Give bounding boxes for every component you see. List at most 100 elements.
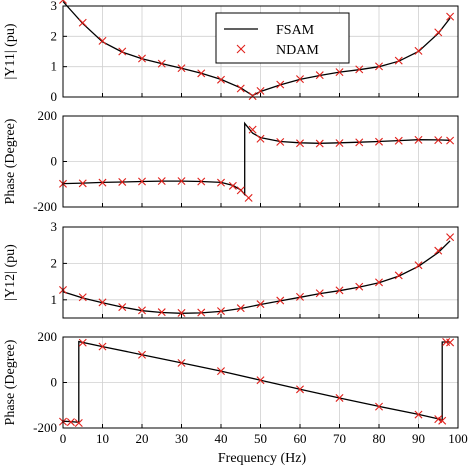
ndam-point bbox=[118, 47, 127, 56]
ndam-point bbox=[59, 0, 67, 4]
ndam-point bbox=[375, 278, 383, 287]
ndam-point-stroke bbox=[157, 59, 166, 68]
ndam-point-stroke bbox=[66, 418, 75, 427]
ndam-point-stroke bbox=[296, 139, 304, 148]
ndam-point-stroke bbox=[315, 139, 324, 148]
ndam-point-stroke bbox=[197, 69, 206, 78]
ndam-point bbox=[315, 289, 324, 298]
ndam-point bbox=[74, 419, 83, 427]
ndam-point bbox=[355, 65, 364, 74]
x-tick-label: 0 bbox=[60, 431, 67, 446]
ndam-point-stroke bbox=[177, 308, 186, 317]
x-tick-labels: 0 10 20 30 40 50 60 70 80 90 100 bbox=[60, 431, 468, 446]
ndam-point bbox=[177, 64, 186, 73]
ndam-point-stroke bbox=[248, 125, 257, 134]
y-axis-label: |Y11| (pu) bbox=[3, 23, 18, 79]
ndam-point-stroke bbox=[118, 47, 127, 56]
ndam-point bbox=[78, 179, 87, 188]
ndam-point-stroke bbox=[197, 177, 206, 186]
legend-box bbox=[215, 12, 350, 64]
ndam-point-stroke bbox=[442, 338, 451, 346]
ndam-point-stroke bbox=[434, 246, 443, 255]
ndam-point bbox=[248, 125, 257, 134]
x-tick-label: 70 bbox=[333, 431, 346, 446]
ndam-point bbox=[78, 338, 87, 347]
ndam-point bbox=[256, 376, 265, 385]
ndam-point-stroke bbox=[276, 137, 285, 146]
ndam-point-stroke bbox=[236, 186, 245, 195]
ndam-point-stroke bbox=[438, 416, 447, 425]
ndam-point bbox=[446, 233, 455, 242]
ndam-point-stroke bbox=[236, 304, 245, 313]
ndam-point-stroke bbox=[98, 298, 107, 307]
ndam-point-stroke bbox=[446, 233, 455, 242]
x-axis-label: Frequency (Hz) bbox=[218, 451, 307, 466]
ndam-point-stroke bbox=[228, 181, 237, 190]
ndam-point bbox=[276, 137, 285, 146]
ndam-point-stroke bbox=[434, 28, 443, 37]
ndam-point bbox=[355, 282, 364, 291]
ndam-point-stroke bbox=[138, 177, 146, 186]
ndam-point-stroke bbox=[118, 177, 127, 186]
ndam-point-stroke bbox=[296, 75, 304, 84]
y-tick-label: -200 bbox=[33, 420, 57, 435]
ndam-point bbox=[217, 178, 225, 187]
x-tick-label: 30 bbox=[175, 431, 188, 446]
ndam-point-stroke bbox=[315, 289, 324, 298]
ndam-point-stroke bbox=[394, 271, 403, 280]
ndam-point bbox=[66, 418, 75, 427]
ndam-point-stroke bbox=[217, 307, 225, 316]
y-axis-label: Phase (Degree) bbox=[3, 118, 18, 204]
ndam-point bbox=[236, 304, 245, 313]
ndam-point bbox=[98, 178, 107, 187]
ndam-point-stroke bbox=[78, 179, 87, 188]
ndam-point bbox=[217, 367, 225, 376]
ndam-point bbox=[296, 292, 304, 301]
ndam-point-stroke bbox=[414, 410, 423, 419]
ndam-point-stroke bbox=[197, 308, 206, 317]
ndam-point-stroke bbox=[276, 296, 285, 305]
ndam-point-stroke bbox=[78, 338, 87, 347]
ndam-point-stroke bbox=[138, 54, 146, 63]
panel-y12-magnitude: 1 2 3 |Y12| (pu) bbox=[3, 219, 459, 319]
ndam-point-stroke bbox=[256, 376, 265, 385]
ndam-point bbox=[414, 261, 423, 270]
ndam-point bbox=[375, 402, 383, 411]
ndam-point-stroke bbox=[98, 178, 107, 187]
ndam-point bbox=[434, 246, 443, 255]
ndam-point bbox=[394, 56, 403, 65]
y-tick-label: 200 bbox=[38, 329, 58, 344]
ndam-point-stroke bbox=[78, 293, 87, 302]
y-axis-label: Phase (Degree) bbox=[3, 339, 18, 425]
ndam-point-stroke bbox=[78, 18, 87, 27]
x-tick-label: 60 bbox=[294, 431, 307, 446]
ndam-point-stroke bbox=[335, 286, 344, 295]
ndam-point bbox=[446, 12, 455, 21]
ndam-point-stroke bbox=[59, 0, 64, 4]
x-tick-label: 10 bbox=[96, 431, 109, 446]
ndam-point-stroke bbox=[217, 178, 225, 187]
ndam-point-stroke bbox=[434, 415, 443, 424]
ndam-point-stroke bbox=[177, 358, 186, 367]
fsam-series-line bbox=[62, 1, 451, 97]
y-tick-label: 0 bbox=[51, 375, 58, 390]
ndam-point-stroke bbox=[74, 419, 83, 427]
ndam-point bbox=[414, 410, 423, 419]
ndam-point-stroke bbox=[446, 136, 455, 145]
ndam-point-stroke bbox=[157, 308, 166, 317]
x-tick-label: 100 bbox=[448, 431, 468, 446]
y-tick-label: -200 bbox=[33, 199, 57, 214]
ndam-point-stroke bbox=[256, 300, 265, 309]
x-tick-label: 80 bbox=[373, 431, 386, 446]
ndam-point bbox=[78, 293, 87, 302]
ndam-point bbox=[217, 307, 225, 316]
ndam-point bbox=[236, 84, 245, 93]
ndam-point-stroke bbox=[236, 84, 245, 93]
ndam-point bbox=[118, 303, 127, 312]
ndam-point-stroke bbox=[355, 282, 364, 291]
x-tick-label: 20 bbox=[136, 431, 149, 446]
ndam-point bbox=[98, 342, 107, 351]
ndam-point-stroke bbox=[394, 56, 403, 65]
ndam-point-stroke bbox=[98, 342, 107, 351]
ndam-point-stroke bbox=[375, 402, 383, 411]
